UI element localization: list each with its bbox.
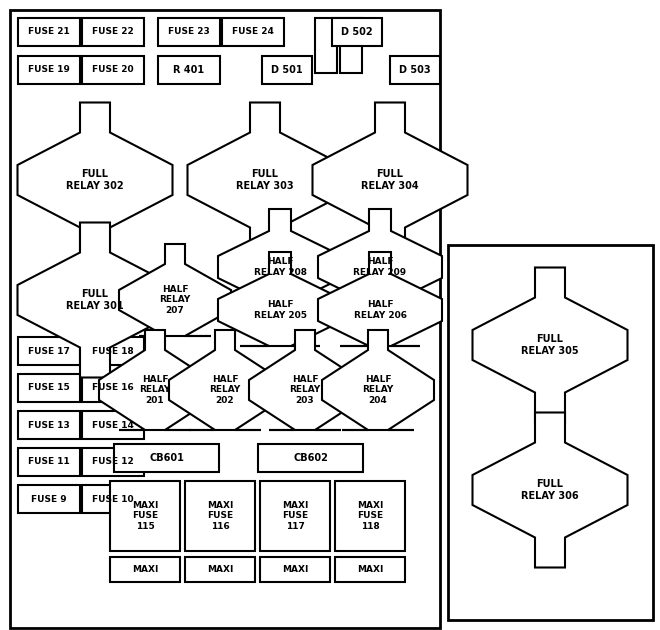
Bar	[82, 485, 144, 513]
Text: FUSE 11: FUSE 11	[28, 457, 70, 466]
Polygon shape	[18, 222, 172, 377]
Bar	[262, 56, 312, 84]
Text: MAXI
FUSE
117: MAXI FUSE 117	[282, 501, 308, 531]
Bar	[260, 481, 330, 551]
Polygon shape	[473, 413, 628, 568]
Bar	[222, 18, 284, 46]
Text: D 503: D 503	[399, 65, 431, 75]
Bar	[335, 557, 405, 582]
Polygon shape	[187, 103, 343, 258]
Polygon shape	[249, 330, 361, 430]
Text: FUSE 9: FUSE 9	[31, 495, 67, 503]
Text: FUSE 20: FUSE 20	[92, 66, 134, 74]
Text: FUSE 23: FUSE 23	[168, 28, 210, 37]
Text: CB601: CB601	[149, 453, 184, 463]
Bar	[82, 448, 144, 476]
Bar	[18, 56, 80, 84]
Bar	[82, 411, 144, 439]
Bar	[82, 374, 144, 402]
Bar	[448, 245, 653, 620]
Text: HALF
RELAY
201: HALF RELAY 201	[139, 375, 171, 405]
Text: FUSE 24: FUSE 24	[232, 28, 274, 37]
Text: FULL
RELAY 305: FULL RELAY 305	[521, 334, 579, 356]
Bar	[82, 18, 144, 46]
Text: HALF
RELAY 206: HALF RELAY 206	[354, 301, 407, 319]
Text: MAXI
FUSE
115: MAXI FUSE 115	[132, 501, 158, 531]
Polygon shape	[218, 252, 342, 346]
Bar	[82, 56, 144, 84]
Text: FULL
RELAY 302: FULL RELAY 302	[66, 169, 124, 191]
Text: HALF
RELAY 205: HALF RELAY 205	[253, 301, 306, 319]
Text: FUSE 22: FUSE 22	[92, 28, 134, 37]
Text: HALF
RELAY
203: HALF RELAY 203	[289, 375, 321, 405]
Bar	[390, 56, 440, 84]
Text: FUSE 12: FUSE 12	[92, 457, 134, 466]
Bar	[258, 444, 363, 472]
Polygon shape	[218, 209, 342, 303]
Bar	[10, 10, 440, 628]
Text: FUSE 17: FUSE 17	[28, 346, 70, 355]
Polygon shape	[322, 330, 434, 430]
Text: MAXI: MAXI	[282, 565, 308, 574]
Text: MAXI
FUSE
118: MAXI FUSE 118	[357, 501, 383, 531]
Polygon shape	[169, 330, 281, 430]
Bar	[18, 374, 80, 402]
Text: MAXI: MAXI	[207, 565, 233, 574]
Text: HALF
RELAY
204: HALF RELAY 204	[362, 375, 393, 405]
Bar	[158, 56, 220, 84]
Text: FULL
RELAY 303: FULL RELAY 303	[236, 169, 294, 191]
Text: D 502: D 502	[341, 27, 373, 37]
Bar	[18, 448, 80, 476]
Text: MAXI: MAXI	[357, 565, 383, 574]
Bar	[335, 481, 405, 551]
Text: FULL
RELAY 301: FULL RELAY 301	[66, 289, 124, 311]
Bar	[18, 411, 80, 439]
Polygon shape	[473, 268, 628, 423]
Polygon shape	[119, 244, 231, 336]
Polygon shape	[18, 103, 172, 258]
Bar	[185, 557, 255, 582]
Bar	[114, 444, 219, 472]
Text: MAXI
FUSE
116: MAXI FUSE 116	[207, 501, 233, 531]
Polygon shape	[318, 209, 442, 303]
Text: HALF
RELAY 209: HALF RELAY 209	[354, 257, 407, 277]
Bar	[18, 18, 80, 46]
Bar	[18, 337, 80, 365]
Bar	[260, 557, 330, 582]
Bar	[340, 18, 362, 73]
Text: FUSE 18: FUSE 18	[92, 346, 134, 355]
Text: FUSE 14: FUSE 14	[92, 420, 134, 430]
Text: HALF
RELAY
207: HALF RELAY 207	[159, 285, 191, 315]
Text: FUSE 16: FUSE 16	[92, 384, 134, 392]
Bar	[110, 557, 180, 582]
Bar	[82, 337, 144, 365]
Text: MAXI: MAXI	[132, 565, 158, 574]
Text: FUSE 13: FUSE 13	[28, 420, 70, 430]
Bar	[315, 18, 337, 73]
Polygon shape	[99, 330, 211, 430]
Bar	[332, 18, 382, 46]
Text: FUSE 19: FUSE 19	[28, 66, 70, 74]
Bar	[110, 481, 180, 551]
Text: CB602: CB602	[293, 453, 328, 463]
Polygon shape	[312, 103, 467, 258]
Text: R 401: R 401	[174, 65, 205, 75]
Text: HALF
RELAY
202: HALF RELAY 202	[209, 375, 241, 405]
Text: FULL
RELAY 304: FULL RELAY 304	[361, 169, 419, 191]
Text: FUSE 10: FUSE 10	[92, 495, 134, 503]
Bar	[158, 18, 220, 46]
Bar	[18, 485, 80, 513]
Text: HALF
RELAY 208: HALF RELAY 208	[253, 257, 306, 277]
Text: FUSE 21: FUSE 21	[28, 28, 70, 37]
Text: D 501: D 501	[271, 65, 303, 75]
Polygon shape	[318, 252, 442, 346]
Bar	[185, 481, 255, 551]
Text: FUSE 15: FUSE 15	[28, 384, 70, 392]
Text: FULL
RELAY 306: FULL RELAY 306	[521, 479, 579, 501]
